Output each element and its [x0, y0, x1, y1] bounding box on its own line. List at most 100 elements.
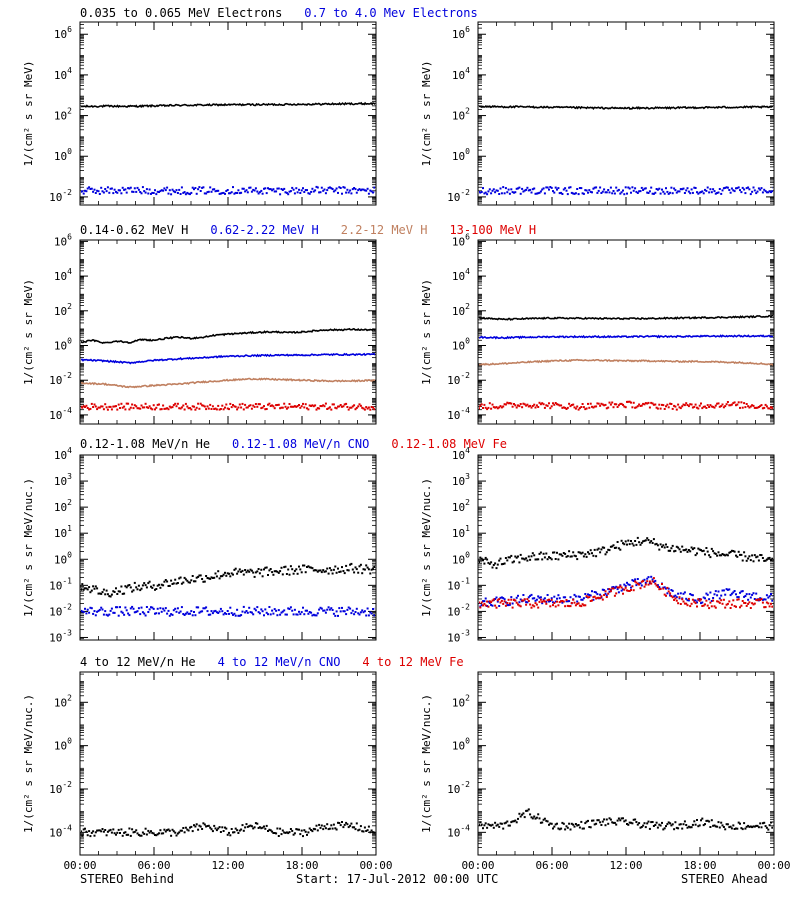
series-point [760, 404, 763, 407]
series-point [124, 585, 127, 588]
series-point [671, 596, 674, 599]
series-point [576, 602, 579, 605]
series-point [217, 404, 220, 407]
series-point [619, 585, 622, 588]
series-point [300, 405, 303, 408]
series-point [626, 543, 628, 546]
series-point [694, 823, 697, 826]
series-point [595, 405, 598, 408]
series-point [93, 188, 96, 191]
series-point [709, 591, 712, 594]
series-point [515, 406, 518, 409]
series-point [268, 402, 271, 405]
series-point [659, 588, 662, 590]
series-point [543, 817, 546, 820]
series-point [508, 556, 511, 559]
series-point [372, 608, 374, 610]
series-point [492, 188, 495, 191]
series-point [534, 558, 537, 561]
series-point [499, 822, 502, 825]
x-tick-label: 06:00 [535, 859, 568, 872]
series-point [702, 405, 705, 408]
series-point [350, 406, 353, 409]
series-point [479, 191, 482, 194]
x-tick-label: 06:00 [137, 859, 170, 872]
series-point [733, 550, 736, 553]
series-point [97, 190, 100, 193]
series-point [729, 191, 732, 194]
series-line [81, 327, 375, 345]
series-point [159, 607, 162, 610]
series-point [729, 825, 732, 828]
series-point [281, 829, 284, 832]
series-point [558, 553, 561, 556]
series-point [683, 192, 686, 194]
series-point [569, 605, 572, 608]
series-point [491, 403, 494, 406]
series-point [534, 602, 537, 605]
series-point [588, 826, 591, 828]
series-point [369, 189, 372, 192]
series-point [230, 572, 233, 575]
series-point [759, 597, 762, 600]
series-point [151, 831, 154, 834]
series-point [689, 826, 692, 829]
series-point [152, 404, 155, 407]
series-point [693, 405, 696, 408]
series-point [757, 599, 760, 602]
series-point [564, 187, 567, 190]
series-point [285, 191, 288, 194]
series-point [507, 824, 510, 827]
series-point [700, 598, 702, 601]
series-point [353, 187, 356, 189]
series-point [545, 186, 548, 189]
series-point [205, 192, 208, 195]
series-point [527, 555, 530, 558]
series-point [218, 577, 221, 580]
series-point [214, 609, 217, 612]
series-point [518, 812, 521, 815]
series-point [156, 190, 159, 193]
series-point [627, 186, 630, 189]
series-point [604, 553, 607, 556]
series-point [221, 404, 224, 407]
series-point [337, 614, 339, 617]
series-point [217, 612, 220, 614]
series-point [595, 597, 598, 600]
series-point [605, 407, 608, 410]
series-point [730, 827, 733, 830]
series-point [359, 825, 362, 828]
series-point [314, 569, 317, 572]
series-point [269, 188, 272, 191]
series-point [104, 188, 107, 190]
series-point [770, 559, 772, 561]
series-point [367, 825, 370, 828]
series-point [506, 191, 509, 194]
series-point [315, 824, 318, 827]
series-point [627, 823, 630, 826]
series-point [496, 600, 499, 603]
series-point [124, 188, 127, 191]
series-point [295, 613, 298, 616]
series-point [218, 192, 221, 195]
series-point [546, 186, 549, 189]
series-point [284, 831, 287, 834]
series-point [640, 580, 643, 583]
series-point [546, 820, 549, 823]
series-point [561, 600, 564, 602]
series-point [246, 825, 249, 828]
series-point [242, 829, 245, 832]
series-point [353, 571, 356, 574]
series-point [666, 823, 669, 826]
series-point [537, 558, 540, 561]
series-point [588, 552, 591, 555]
series-point [482, 187, 484, 190]
series-point [202, 607, 205, 610]
series-point [526, 186, 529, 189]
series-point [162, 189, 165, 192]
series-point [202, 404, 205, 407]
series-point [764, 598, 767, 601]
series-point [674, 549, 677, 552]
series-point [179, 576, 182, 579]
series-point [155, 588, 158, 590]
